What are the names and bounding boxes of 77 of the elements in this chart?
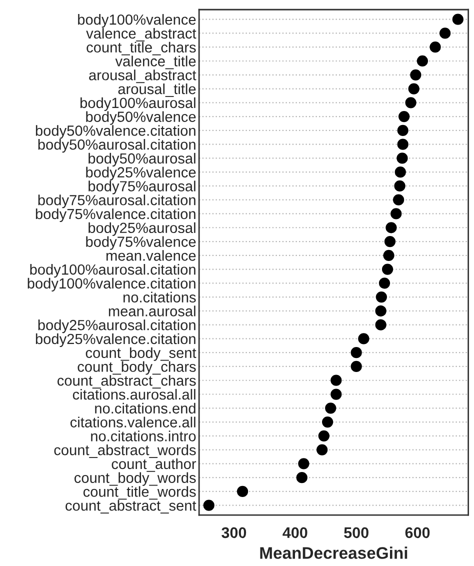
y-tick-label: body75%valence.citation (36, 208, 196, 222)
y-tick-label: mean.valence (106, 250, 196, 261)
y-tick-label: body50%valence.citation (36, 125, 196, 139)
y-tick-label: body25%aurosal (88, 222, 196, 236)
point (376, 291, 387, 303)
point (394, 166, 406, 178)
point (430, 42, 441, 53)
y-tick-label: no.citations (124, 292, 196, 302)
y-tick-label: body75%aurosal (88, 180, 196, 194)
point (452, 14, 464, 25)
y-tick-label: arousal_abstract (89, 70, 196, 84)
x-axis-title: MeanDecreaseGini (260, 546, 408, 559)
point (394, 180, 406, 192)
point (408, 83, 420, 94)
point (396, 152, 408, 164)
y-tick-label: count_abstract_words (54, 444, 196, 458)
x-tick-label: 400 (282, 527, 308, 538)
y-tick-label: count_abstract_chars (58, 375, 196, 389)
y-tick-label: body75%valence (86, 236, 196, 250)
point (358, 333, 370, 344)
point (378, 278, 390, 289)
y-tick-label: count_body_words (74, 472, 196, 486)
point (397, 138, 408, 150)
y-tick-label: count_title_words (83, 486, 196, 500)
x-tick-label: 500 (344, 527, 368, 538)
point (384, 236, 396, 248)
point (405, 97, 416, 108)
y-tick-label: no.citations.intro (91, 430, 196, 442)
point (439, 28, 451, 39)
y-tick-label: count_body_chars (78, 361, 196, 375)
y-tick-label: body100%valence.citation (28, 278, 196, 292)
point (350, 347, 362, 358)
point (386, 222, 397, 234)
y-tick-label: count_body_sent (86, 347, 196, 361)
y-tick-label: body50%aurosal.citation (38, 139, 196, 153)
point (375, 319, 386, 330)
y-tick-label: body100%valence (78, 14, 196, 28)
point (410, 69, 422, 80)
point (296, 472, 308, 484)
y-tick-label: citations.aurosal.all (72, 388, 196, 400)
point (318, 430, 330, 442)
point (322, 416, 334, 428)
point (397, 124, 408, 136)
y-tick-label: valence_title (115, 56, 196, 70)
point (382, 264, 394, 275)
y-tick-label: body100%aurosal (80, 97, 196, 111)
y-tick-label: body75%aurosal.citation (38, 194, 196, 208)
point (236, 486, 248, 498)
y-tick-label: citations.valence.all (70, 416, 196, 428)
y-tick-label: body50%valence (86, 111, 196, 125)
y-tick-label: body100%aurosal.citation (30, 264, 196, 278)
y-tick-label: count_author (112, 458, 196, 472)
point (298, 458, 310, 470)
x-tick-label: 300 (222, 527, 246, 538)
point (325, 402, 336, 414)
point (350, 360, 362, 372)
y-tick-label: body50%aurosal (88, 152, 196, 167)
point (375, 305, 386, 317)
y-tick-label: body25%valence (86, 166, 196, 180)
x-tick-label: 600 (405, 527, 430, 538)
y-tick-label: body25%aurosal.citation (38, 320, 196, 334)
y-tick-label: no.citations.end (95, 402, 196, 414)
y-tick-label: arousal_title (118, 83, 196, 97)
point (316, 444, 328, 456)
point (383, 250, 394, 261)
y-tick-label: mean.aurosal (108, 306, 196, 316)
y-tick-label: count_title_chars (86, 42, 196, 56)
point (398, 110, 410, 122)
point (330, 374, 342, 386)
y-tick-label: valence_abstract (86, 28, 196, 42)
point (203, 500, 214, 511)
y-tick-label: body25%valence.citation (36, 333, 196, 348)
point (416, 55, 428, 67)
point (392, 194, 404, 206)
point (390, 208, 402, 220)
point (330, 388, 342, 400)
y-tick-label: count_abstract_sent (66, 500, 196, 514)
